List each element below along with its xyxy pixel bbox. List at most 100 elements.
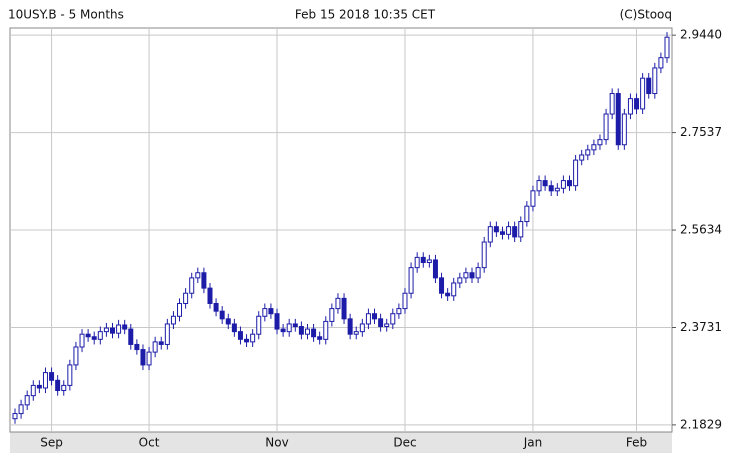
candle-body — [646, 77, 652, 95]
candle-body — [177, 302, 183, 317]
candle-body — [597, 139, 603, 146]
y-tick-label: 2.7537 — [680, 125, 722, 139]
candle-body — [512, 226, 518, 238]
y-tick-label: 2.9440 — [680, 28, 722, 42]
candle-body — [481, 241, 487, 269]
candle-body — [42, 372, 48, 389]
candle-body — [244, 338, 250, 343]
candle-body — [189, 277, 195, 294]
candle-body — [609, 93, 615, 115]
candle-body — [469, 272, 475, 279]
candle-body — [359, 323, 365, 333]
candle-body — [85, 333, 91, 338]
candle-body — [36, 384, 42, 389]
candle-body — [49, 372, 55, 381]
candle-body — [195, 272, 201, 279]
candle-body — [579, 154, 585, 161]
candle-body — [548, 185, 554, 192]
candle-body — [414, 256, 420, 269]
candle-body — [536, 180, 542, 192]
candle-body — [396, 308, 402, 315]
candle-body — [67, 364, 73, 386]
x-tick-label: Nov — [265, 436, 288, 450]
candle-body — [353, 331, 359, 335]
candle-body — [280, 328, 286, 333]
chart-title: 10USY.B - 5 Months — [8, 8, 124, 22]
candle-body — [384, 323, 390, 328]
candle-body — [627, 98, 633, 115]
candle-body — [378, 318, 384, 328]
candle-body — [207, 287, 213, 304]
candle-body — [640, 77, 646, 110]
candle-body — [311, 328, 317, 338]
candle-body — [317, 336, 323, 340]
candle-body — [560, 180, 566, 189]
candle-body — [134, 343, 140, 351]
candle-body — [61, 384, 67, 392]
candle-body — [237, 331, 243, 340]
candle-body — [140, 349, 146, 366]
candle-body — [201, 272, 207, 289]
candle-body — [365, 313, 371, 325]
candle-body — [292, 323, 298, 328]
candle-body — [24, 395, 30, 406]
candle-body — [116, 324, 122, 334]
candle-body — [372, 313, 378, 320]
candle-body — [573, 159, 579, 187]
candle-body — [122, 324, 128, 330]
candle-body — [231, 323, 237, 333]
candle-body — [603, 113, 609, 141]
candle-body — [341, 297, 347, 320]
candle-body — [12, 413, 18, 420]
candle-body — [298, 326, 304, 335]
candle-body — [103, 327, 109, 333]
candle-body — [164, 323, 170, 345]
candle-body — [225, 318, 231, 325]
candle-body — [475, 267, 481, 279]
candle-body — [506, 226, 512, 235]
candle-body — [420, 256, 426, 264]
candle-body — [146, 351, 152, 366]
candle-body — [323, 320, 329, 340]
candle-body — [499, 231, 505, 235]
candle-body — [530, 190, 536, 207]
candle-body — [109, 327, 115, 334]
source-label: (C)Stooq — [620, 8, 672, 22]
x-tick-label: Oct — [139, 436, 160, 450]
x-axis-band — [10, 432, 672, 453]
y-tick-label: 2.3731 — [680, 320, 722, 334]
candle-body — [634, 98, 640, 110]
candle-body — [347, 318, 353, 335]
candle-body — [554, 187, 560, 192]
candle-body — [658, 57, 664, 69]
candle-body — [262, 308, 268, 317]
candle-body — [73, 346, 79, 366]
candle-body — [402, 292, 408, 310]
candle-body — [213, 302, 219, 312]
candle-body — [457, 277, 463, 284]
candle-body — [55, 379, 61, 392]
x-tick-label: Sep — [40, 436, 63, 450]
candle-body — [286, 323, 292, 333]
candle-body — [183, 292, 189, 304]
y-tick-label: 2.5634 — [680, 223, 722, 237]
candle-body — [152, 341, 158, 353]
candle-body — [329, 308, 335, 322]
candle-body — [170, 315, 176, 325]
candle-body — [219, 310, 225, 320]
candle-body — [250, 333, 256, 343]
candle-body — [451, 282, 457, 297]
candle-body — [268, 308, 274, 315]
candle-body — [274, 313, 280, 330]
chart-subtitle: Feb 15 2018 10:35 CET — [295, 8, 436, 22]
candle-body — [524, 205, 530, 223]
candle-body — [652, 67, 658, 95]
candle-body — [439, 277, 445, 294]
candle-body — [493, 226, 499, 233]
x-tick-label: Jan — [523, 436, 543, 450]
candle-body — [615, 93, 621, 146]
x-tick-label: Feb — [626, 436, 647, 450]
candle-body — [335, 297, 341, 310]
candle-body — [591, 144, 597, 151]
